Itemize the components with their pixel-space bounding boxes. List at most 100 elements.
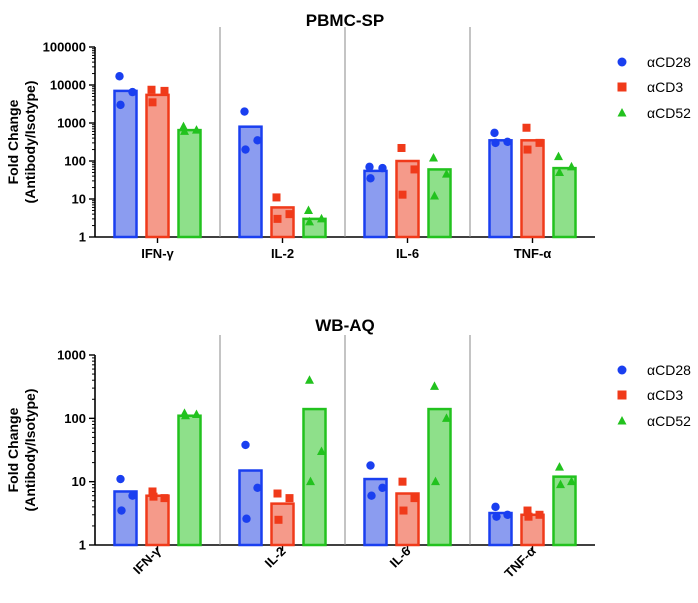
point-cd28-ifn	[116, 100, 125, 110]
point-cd28-tnf	[491, 502, 500, 512]
bar-cd28-ifn	[113, 89, 138, 239]
point-cd52-ifn	[192, 409, 201, 418]
point-cd28-il-6	[367, 491, 376, 500]
point-cd28-ifn	[115, 72, 124, 81]
legend-label-cd28: αCD28	[647, 54, 691, 70]
bar-cd52-il-2	[302, 407, 327, 547]
point-cd52-tnf	[567, 161, 576, 171]
x-tick-label-il-2: IL-2	[271, 246, 294, 261]
point-cd28-ifn	[117, 506, 126, 515]
y-tick-label: 100000	[43, 40, 86, 55]
point-cd52-ifn	[179, 121, 188, 131]
x-tick-label-ifn: IFN-γ	[141, 246, 174, 261]
bar-cd28-il-2	[238, 469, 263, 547]
bar-cd28-tnf	[488, 511, 513, 547]
point-cd28-il-2	[242, 514, 251, 523]
y-tick-label: 1000	[57, 348, 86, 363]
point-cd3-il-6	[398, 190, 407, 199]
legend-label-cd52: αCD52	[647, 105, 691, 121]
point-cd3-ifn	[160, 494, 169, 503]
point-cd52-tnf	[556, 479, 565, 489]
y-axis-label-line: (Antibody/Isotype)	[22, 389, 38, 512]
point-cd28-tnf	[503, 510, 512, 519]
point-cd3-ifn	[148, 98, 157, 107]
point-cd52-il-6	[442, 413, 451, 422]
x-tick-label-il-6: IL-6	[387, 544, 414, 571]
legend-marker-cd52	[617, 416, 627, 425]
bar-cd52-ifn	[177, 414, 202, 547]
y-tick-label: 10	[72, 192, 86, 207]
point-cd28-tnf	[491, 138, 500, 148]
y-tick-label: 10000	[50, 78, 86, 93]
point-cd52-il-6	[430, 381, 439, 390]
point-cd52-il-2	[305, 216, 314, 226]
point-cd28-tnf	[492, 512, 501, 521]
point-cd52-il-2	[306, 476, 315, 486]
point-cd28-il-6	[365, 162, 374, 172]
legend-marker-cd3	[617, 82, 627, 92]
point-cd52-tnf	[555, 167, 564, 176]
point-cd28-il-6	[366, 174, 375, 183]
x-tick-label-tnf: TNF-α	[514, 246, 552, 261]
bar-cd3-il-6	[395, 492, 420, 547]
x-tick-label-ifn: IFN-γ	[130, 543, 164, 577]
point-cd28-il-6	[378, 163, 387, 173]
point-cd3-il-6	[397, 143, 406, 152]
point-cd52-ifn	[192, 125, 201, 134]
point-cd28-il-6	[378, 483, 387, 493]
point-cd52-il-6	[442, 169, 451, 178]
point-cd52-il-2	[305, 375, 314, 384]
point-cd52-tnf	[554, 151, 563, 161]
chart-title: WB-AQ	[315, 316, 374, 335]
y-tick-label: 1	[79, 538, 86, 553]
chart-pbmc-sp: PBMC-SP Fold Change(Antibody/Isotype) 1 10 1…	[5, 11, 691, 261]
point-cd52-il-2	[317, 213, 326, 223]
point-cd3-ifn	[147, 85, 156, 94]
point-cd3-il-6	[398, 477, 407, 486]
bar-cd28-il-2	[238, 125, 263, 239]
point-cd3-il-2	[272, 193, 281, 202]
y-tick-label: 100	[64, 154, 86, 169]
y-axis-label: Fold Change(Antibody/Isotype)	[5, 81, 38, 204]
bar-cd52-il-6	[427, 168, 452, 239]
point-cd52-il-2	[304, 205, 313, 214]
x-tick-label-il-6: IL-6	[396, 246, 419, 261]
point-cd28-il-6	[366, 461, 375, 470]
point-cd28-ifn	[128, 491, 137, 500]
point-cd28-il-2	[253, 136, 262, 145]
legend-marker-cd3	[617, 390, 627, 400]
bar-cd3-ifn	[145, 93, 170, 239]
x-tick-label-tnf: TNF-α	[501, 544, 538, 581]
y-tick-label: 100	[64, 411, 86, 426]
chart-title: PBMC-SP	[306, 11, 384, 30]
point-cd3-il-2	[273, 214, 282, 223]
point-cd3-il-2	[285, 494, 294, 503]
point-cd52-ifn	[181, 410, 190, 420]
bar-cd52-il-6	[427, 407, 452, 547]
point-cd52-tnf	[567, 476, 576, 486]
point-cd52-il-6	[431, 476, 440, 486]
point-cd3-il-6	[410, 494, 419, 503]
bar-cd52-tnf	[552, 475, 577, 547]
bar-cd3-il-2	[270, 502, 295, 547]
point-cd52-tnf	[555, 462, 564, 471]
bar-cd3-il-6	[395, 159, 420, 239]
bar-cd3-tnf	[520, 139, 545, 239]
y-axis-label-line: Fold Change	[5, 407, 21, 492]
point-cd28-ifn	[116, 474, 125, 484]
point-cd3-il-2	[273, 489, 282, 498]
y-axis-label-line: Fold Change	[5, 99, 21, 184]
y-tick-label: 1000	[57, 116, 86, 131]
bar-cd52-tnf	[552, 166, 577, 239]
point-cd3-tnf	[522, 123, 531, 132]
point-cd3-tnf	[523, 506, 532, 515]
y-axis-label-line: (Antibody/Isotype)	[22, 81, 38, 204]
bar-cd28-ifn	[113, 490, 138, 547]
legend-marker-cd28	[617, 365, 627, 375]
legend-label-cd28: αCD28	[647, 362, 691, 378]
legend-label-cd3: αCD3	[647, 387, 683, 403]
y-tick-label: 1	[79, 230, 86, 245]
chart-wb-aq: WB-AQ Fold Change(Antibody/Isotype) 1 10 100…	[5, 316, 691, 581]
point-cd3-tnf	[524, 512, 533, 521]
